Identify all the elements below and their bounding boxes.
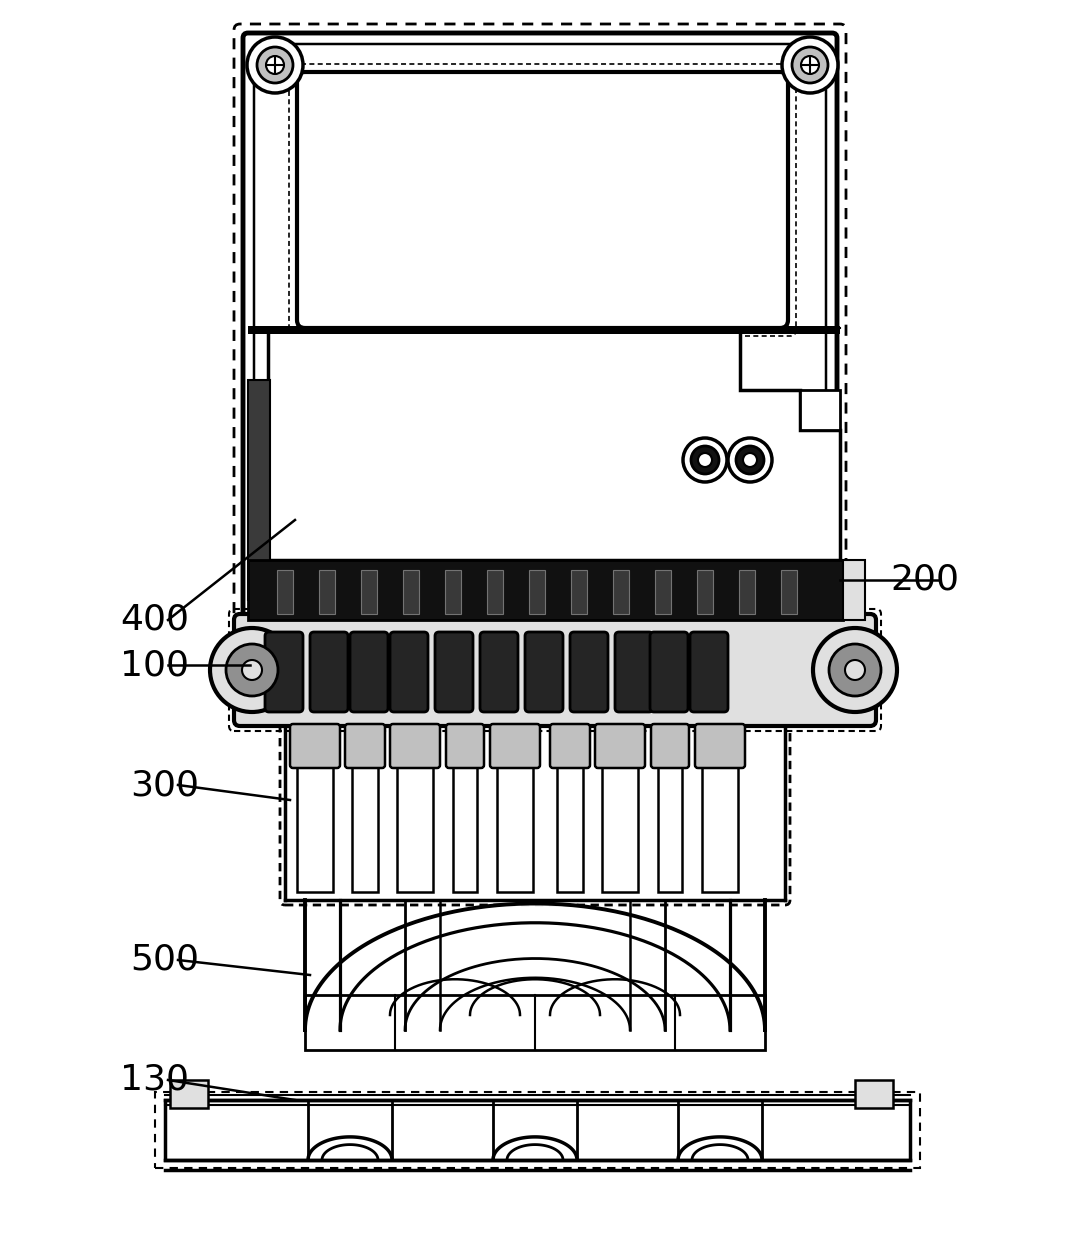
Bar xyxy=(843,560,865,620)
Bar xyxy=(658,742,682,892)
Circle shape xyxy=(813,628,897,712)
Circle shape xyxy=(845,660,865,680)
Bar xyxy=(170,1080,208,1109)
Bar xyxy=(248,380,270,600)
Circle shape xyxy=(257,47,293,84)
Bar xyxy=(855,1080,893,1109)
Bar xyxy=(702,742,738,892)
Bar xyxy=(487,570,503,614)
Bar xyxy=(397,742,433,892)
Polygon shape xyxy=(305,904,765,1030)
Polygon shape xyxy=(268,330,840,560)
Circle shape xyxy=(728,438,771,483)
FancyBboxPatch shape xyxy=(490,725,540,768)
Text: 100: 100 xyxy=(120,648,189,682)
FancyBboxPatch shape xyxy=(696,725,745,768)
Circle shape xyxy=(266,56,284,74)
FancyBboxPatch shape xyxy=(280,715,790,905)
FancyBboxPatch shape xyxy=(690,632,728,712)
Bar xyxy=(248,560,843,620)
Circle shape xyxy=(247,37,303,94)
FancyBboxPatch shape xyxy=(446,725,484,768)
FancyBboxPatch shape xyxy=(480,632,518,712)
Bar xyxy=(697,570,713,614)
Text: 400: 400 xyxy=(120,604,189,637)
FancyBboxPatch shape xyxy=(649,632,688,712)
Bar xyxy=(781,570,797,614)
Text: 200: 200 xyxy=(890,562,959,597)
Bar xyxy=(297,742,333,892)
FancyBboxPatch shape xyxy=(595,725,645,768)
FancyBboxPatch shape xyxy=(550,725,590,768)
Circle shape xyxy=(736,446,764,474)
FancyBboxPatch shape xyxy=(570,632,608,712)
Bar xyxy=(277,570,293,614)
FancyBboxPatch shape xyxy=(651,725,689,768)
FancyBboxPatch shape xyxy=(290,725,340,768)
Bar xyxy=(453,742,477,892)
FancyBboxPatch shape xyxy=(525,632,563,712)
Bar xyxy=(165,1100,909,1160)
Bar xyxy=(305,995,765,1050)
FancyBboxPatch shape xyxy=(615,632,653,712)
Bar xyxy=(571,570,587,614)
Circle shape xyxy=(691,446,719,474)
Bar xyxy=(613,570,629,614)
Bar xyxy=(496,742,533,892)
FancyBboxPatch shape xyxy=(243,32,837,637)
Circle shape xyxy=(801,56,819,74)
FancyBboxPatch shape xyxy=(254,44,826,626)
Circle shape xyxy=(698,453,712,466)
Bar xyxy=(445,570,461,614)
FancyBboxPatch shape xyxy=(234,24,846,646)
FancyBboxPatch shape xyxy=(435,632,473,712)
Text: 130: 130 xyxy=(120,1062,189,1097)
Bar xyxy=(403,570,419,614)
Circle shape xyxy=(226,643,278,696)
Bar xyxy=(529,570,545,614)
Bar xyxy=(655,570,671,614)
Bar xyxy=(602,742,638,892)
FancyBboxPatch shape xyxy=(310,632,348,712)
Circle shape xyxy=(829,643,881,696)
Circle shape xyxy=(242,660,262,680)
Bar xyxy=(361,570,377,614)
Circle shape xyxy=(782,37,838,94)
FancyBboxPatch shape xyxy=(345,725,385,768)
Circle shape xyxy=(792,47,828,84)
Text: 500: 500 xyxy=(129,943,199,976)
Bar xyxy=(800,390,840,430)
Circle shape xyxy=(210,628,294,712)
Circle shape xyxy=(683,438,727,483)
FancyBboxPatch shape xyxy=(234,614,876,726)
FancyBboxPatch shape xyxy=(265,632,303,712)
FancyBboxPatch shape xyxy=(389,725,440,768)
Circle shape xyxy=(743,453,756,466)
Bar xyxy=(352,742,378,892)
Bar xyxy=(248,325,840,334)
Bar xyxy=(155,1092,920,1168)
Bar xyxy=(739,570,755,614)
FancyBboxPatch shape xyxy=(389,632,428,712)
FancyBboxPatch shape xyxy=(297,72,788,328)
Bar xyxy=(557,742,583,892)
FancyBboxPatch shape xyxy=(350,632,388,712)
Text: 300: 300 xyxy=(129,768,199,802)
Bar xyxy=(319,570,335,614)
